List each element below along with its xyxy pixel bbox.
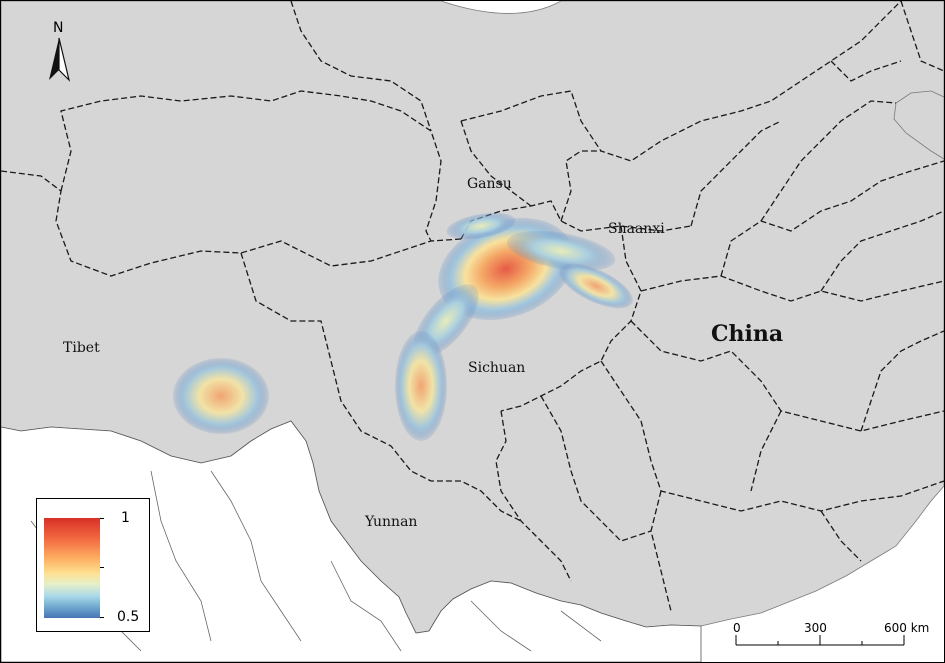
province-borders <box>1 1 944 612</box>
north-arrow-label: N <box>53 20 64 36</box>
north-arrow-icon <box>49 37 71 82</box>
label-tibet: Tibet <box>63 340 100 356</box>
north-arrow: N <box>45 20 73 82</box>
label-sichuan: Sichuan <box>468 360 526 376</box>
scale-bar: 0 300 600 km <box>720 621 940 661</box>
outside-area-south <box>1 420 702 662</box>
legend-max-label: 1 <box>121 510 130 526</box>
legend-tick-top <box>100 518 104 519</box>
label-shaanxi: Shaanxi <box>608 221 665 237</box>
legend-min-label: 0.5 <box>117 609 140 625</box>
label-yunnan: Yunnan <box>365 514 418 530</box>
label-gansu: Gansu <box>467 176 512 192</box>
legend-tick-mid <box>100 567 104 568</box>
legend-color-ramp <box>44 518 100 618</box>
label-china: China <box>711 321 784 347</box>
suitability-hotspots <box>173 212 633 441</box>
scale-label-600: 600 km <box>884 621 930 635</box>
legend: 1 0.5 <box>36 498 150 632</box>
neighbour-borders <box>30 470 602 652</box>
legend-tick-bottom <box>100 617 104 618</box>
scale-bar-line <box>735 635 905 646</box>
scale-label-0: 0 <box>733 621 741 635</box>
scale-label-300: 300 <box>804 621 827 635</box>
